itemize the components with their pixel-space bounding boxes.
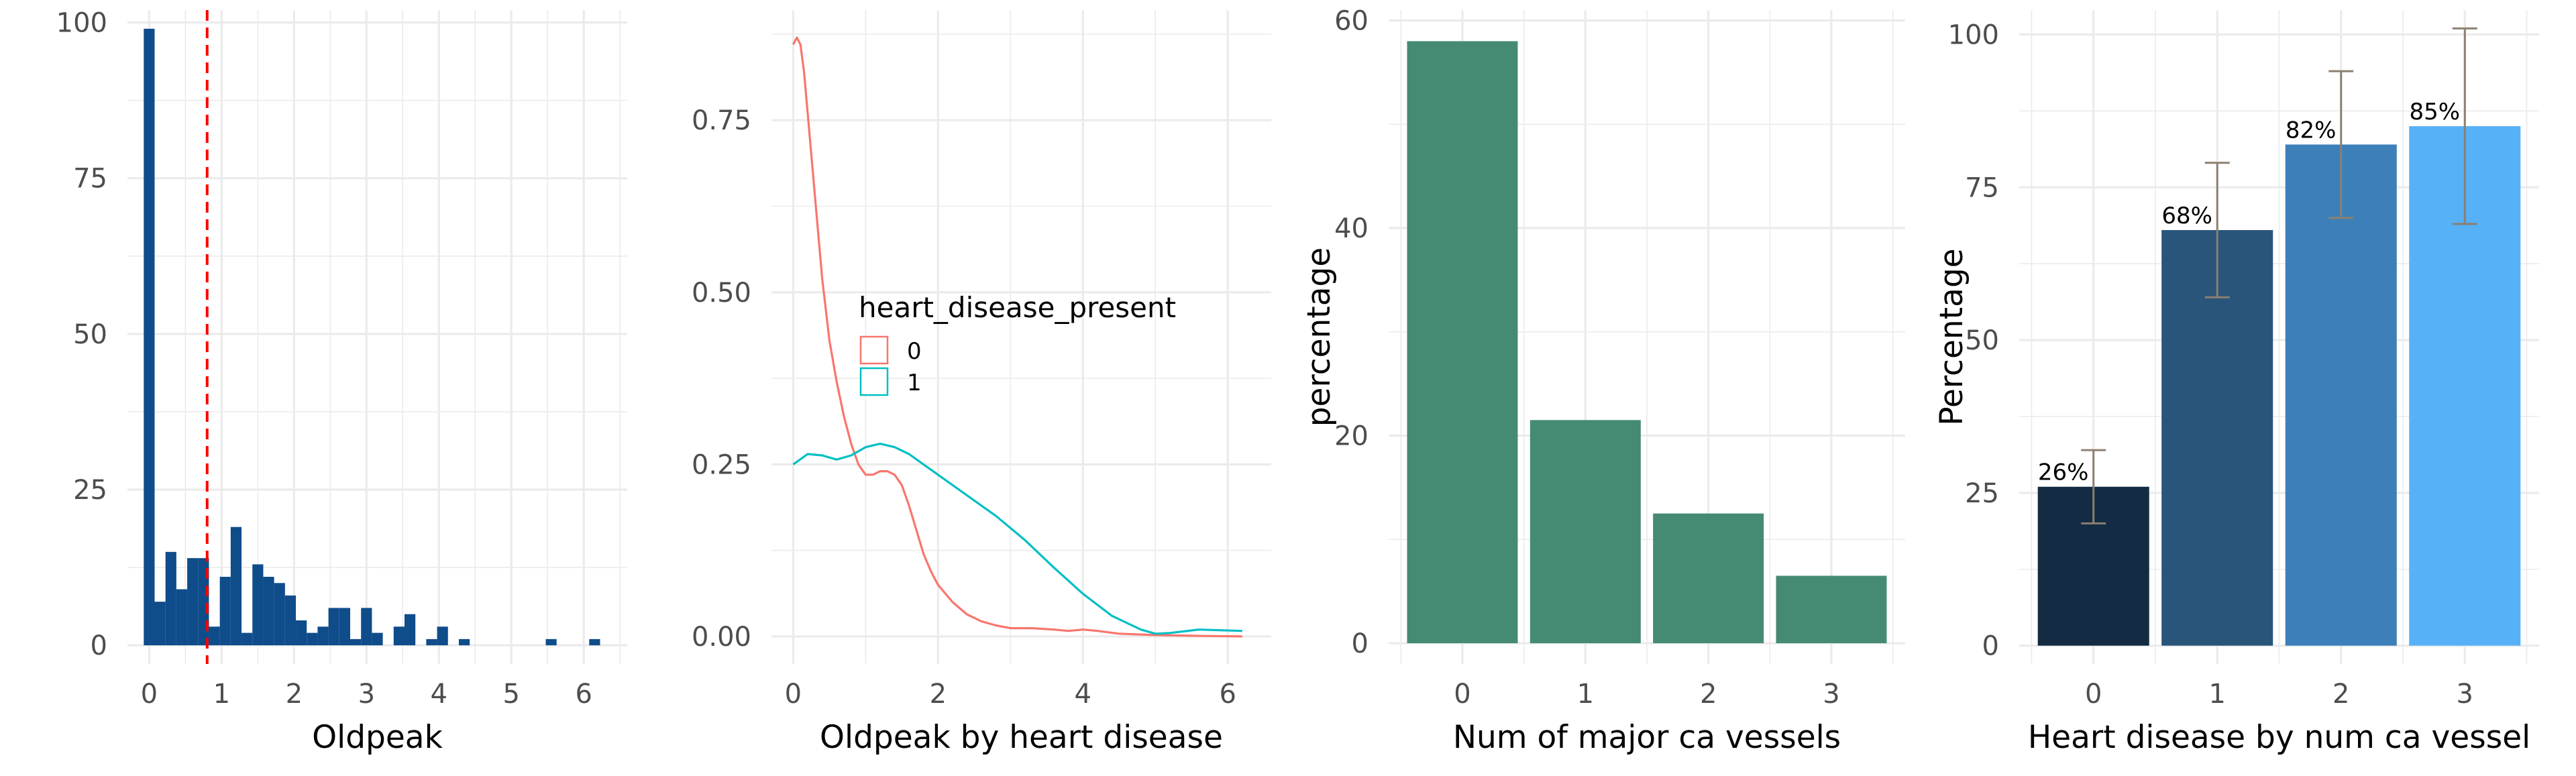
error-bar <box>2452 27 2477 225</box>
bar-1 <box>2161 230 2273 646</box>
y-tick-label: 40 <box>1334 213 1368 244</box>
histogram-bar <box>307 632 318 646</box>
x-tick-label: 2 <box>1700 679 1717 710</box>
legend-label: 0 <box>907 338 922 365</box>
x-tick-label: 0 <box>785 679 802 710</box>
histogram-bar <box>296 620 307 646</box>
y-tick-label: 75 <box>73 164 107 195</box>
ca-vessels-bar-panel: 0 1 2 3 0 20 40 60 Num of major ca vessels percen… <box>1301 5 1905 756</box>
y-tick-label: 0.75 <box>692 105 751 136</box>
y-axis-title: percentage <box>1301 247 1338 427</box>
y-tick-label: 0 <box>91 630 107 661</box>
x-tick-label: 2 <box>286 679 303 710</box>
error-bar <box>2204 162 2230 298</box>
histogram-bar <box>263 577 274 646</box>
heart-disease-by-vessel-panel: 26% 68% 82% 85% 0 1 2 3 0 25 50 75 100 Heart disease … <box>1933 10 2539 756</box>
bar-value-label: 68% <box>2161 203 2212 229</box>
histogram-bar <box>458 639 470 646</box>
legend-label: 1 <box>907 370 922 396</box>
y-tick-label: 100 <box>1948 19 1999 50</box>
x-axis-title: Heart disease by num ca vessel <box>2028 719 2530 756</box>
histogram-bar <box>404 614 416 646</box>
histogram-bar <box>274 583 285 646</box>
x-tick-label: 1 <box>2209 679 2226 710</box>
x-axis-title: Oldpeak by heart disease <box>820 719 1223 756</box>
x-tick-label: 4 <box>431 679 447 710</box>
bar-3 <box>1776 575 1887 644</box>
x-tick-label: 5 <box>503 679 520 710</box>
x-axis-title: Oldpeak <box>312 719 443 756</box>
x-tick-label: 6 <box>1219 679 1236 710</box>
histogram-bar <box>317 626 329 646</box>
histogram-bar <box>144 28 155 646</box>
histogram-bar <box>230 526 242 646</box>
bar-2 <box>1653 513 1764 644</box>
histogram-bar <box>241 632 253 646</box>
bar-2 <box>2285 144 2397 646</box>
y-tick-label: 100 <box>56 8 107 39</box>
histogram-bar <box>284 595 297 646</box>
histogram-bar <box>328 608 339 646</box>
x-tick-label: 3 <box>2457 679 2473 710</box>
y-tick-label: 0.25 <box>692 449 751 480</box>
legend-key-1 <box>859 367 889 396</box>
x-tick-label: 4 <box>1075 679 1091 710</box>
oldpeak-density-panel: 0 2 4 6 0.00 0.25 0.50 0.75 Oldpeak by heart dis… <box>692 10 1271 756</box>
oldpeak-histogram-panel: 0 1 2 3 4 5 6 0 25 50 75 100 Oldpeak <box>56 8 627 756</box>
histogram-bar <box>176 589 188 646</box>
y-tick-label: 0 <box>1982 631 1999 662</box>
error-bar <box>2328 70 2354 219</box>
bar-value-label: 82% <box>2286 117 2337 144</box>
histogram-bar <box>339 608 351 646</box>
bar-value-label: 26% <box>2038 459 2089 486</box>
y-tick-label: 75 <box>1965 172 1999 203</box>
histogram-bar <box>187 558 199 646</box>
y-tick-label: 60 <box>1334 5 1368 36</box>
x-tick-label: 1 <box>213 679 230 710</box>
x-tick-label: 3 <box>1823 679 1839 710</box>
bar-0 <box>1407 41 1518 644</box>
histogram-bar <box>209 626 220 646</box>
histogram-bar <box>154 602 166 646</box>
histogram-bar <box>219 577 231 646</box>
x-tick-label: 6 <box>575 679 592 710</box>
error-bar <box>2081 449 2106 524</box>
x-tick-label: 2 <box>2332 679 2349 710</box>
histogram-bar <box>437 626 448 646</box>
histogram-bar <box>426 639 437 646</box>
legend-key-0 <box>859 335 889 365</box>
x-tick-label: 3 <box>358 679 375 710</box>
legend-title: heart_disease_present <box>859 291 1176 324</box>
histogram-bar <box>372 632 383 646</box>
x-tick-label: 0 <box>1454 679 1470 710</box>
x-tick-label: 0 <box>141 679 158 710</box>
x-tick-label: 0 <box>2085 679 2102 710</box>
y-tick-label: 25 <box>1965 478 1999 509</box>
density-line-0 <box>792 36 1242 638</box>
y-axis-title: Percentage <box>1933 248 1970 425</box>
y-tick-label: 0.50 <box>692 278 751 309</box>
y-tick-label: 25 <box>73 475 107 506</box>
y-tick-label: 50 <box>73 319 107 350</box>
x-tick-label: 2 <box>930 679 947 710</box>
histogram-bar <box>361 608 372 646</box>
y-tick-label: 20 <box>1334 421 1368 452</box>
y-tick-label: 0 <box>1352 628 1368 659</box>
histogram-bar <box>393 626 405 646</box>
bar-value-label: 85% <box>2409 99 2460 125</box>
y-tick-label: 50 <box>1965 325 1999 356</box>
histogram-bar <box>589 639 600 646</box>
x-tick-label: 1 <box>1577 679 1594 710</box>
histogram-bar <box>545 639 557 646</box>
histogram-bar <box>350 639 362 646</box>
legend: heart_disease_present 0 1 <box>859 291 1176 396</box>
y-tick-label: 0.00 <box>692 622 751 653</box>
density-line-1 <box>792 442 1242 635</box>
x-axis-title: Num of major ca vessels <box>1453 719 1841 756</box>
bar-1 <box>1529 420 1641 644</box>
histogram-bar <box>252 564 264 646</box>
histogram-bar <box>165 551 176 646</box>
